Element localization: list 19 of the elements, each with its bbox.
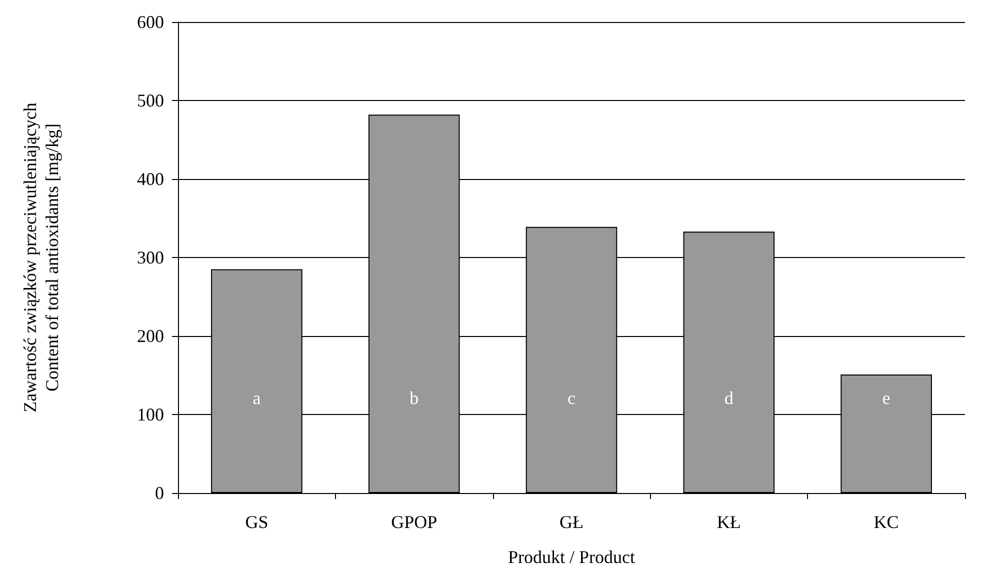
x-axis-title: Produkt / Product (508, 547, 636, 567)
x-tick-label: GS (245, 512, 268, 532)
x-tick-label: KC (874, 512, 899, 532)
y-axis-title: Zawartość związków przeciwutleniających Content of total antioxidants [mg/kg] (20, 102, 62, 412)
annotation: b (410, 388, 419, 408)
y-tick-label: 0 (155, 483, 164, 503)
x-tick-label: GŁ (560, 512, 584, 532)
x-tick-label: KŁ (716, 512, 741, 532)
y-tick-label: 300 (137, 248, 164, 268)
y-tick-label: 200 (137, 326, 164, 346)
y-tick-label: 500 (137, 90, 164, 110)
annotation: c (568, 388, 576, 408)
y-tick-label: 100 (137, 404, 164, 424)
y-tick-label: 600 (137, 12, 164, 32)
y-tick-label: 400 (137, 169, 164, 189)
annotation: a (252, 388, 261, 408)
x-tick-label: GPOP (391, 512, 438, 532)
annotation: e (882, 388, 890, 408)
annotation: d (724, 388, 734, 408)
